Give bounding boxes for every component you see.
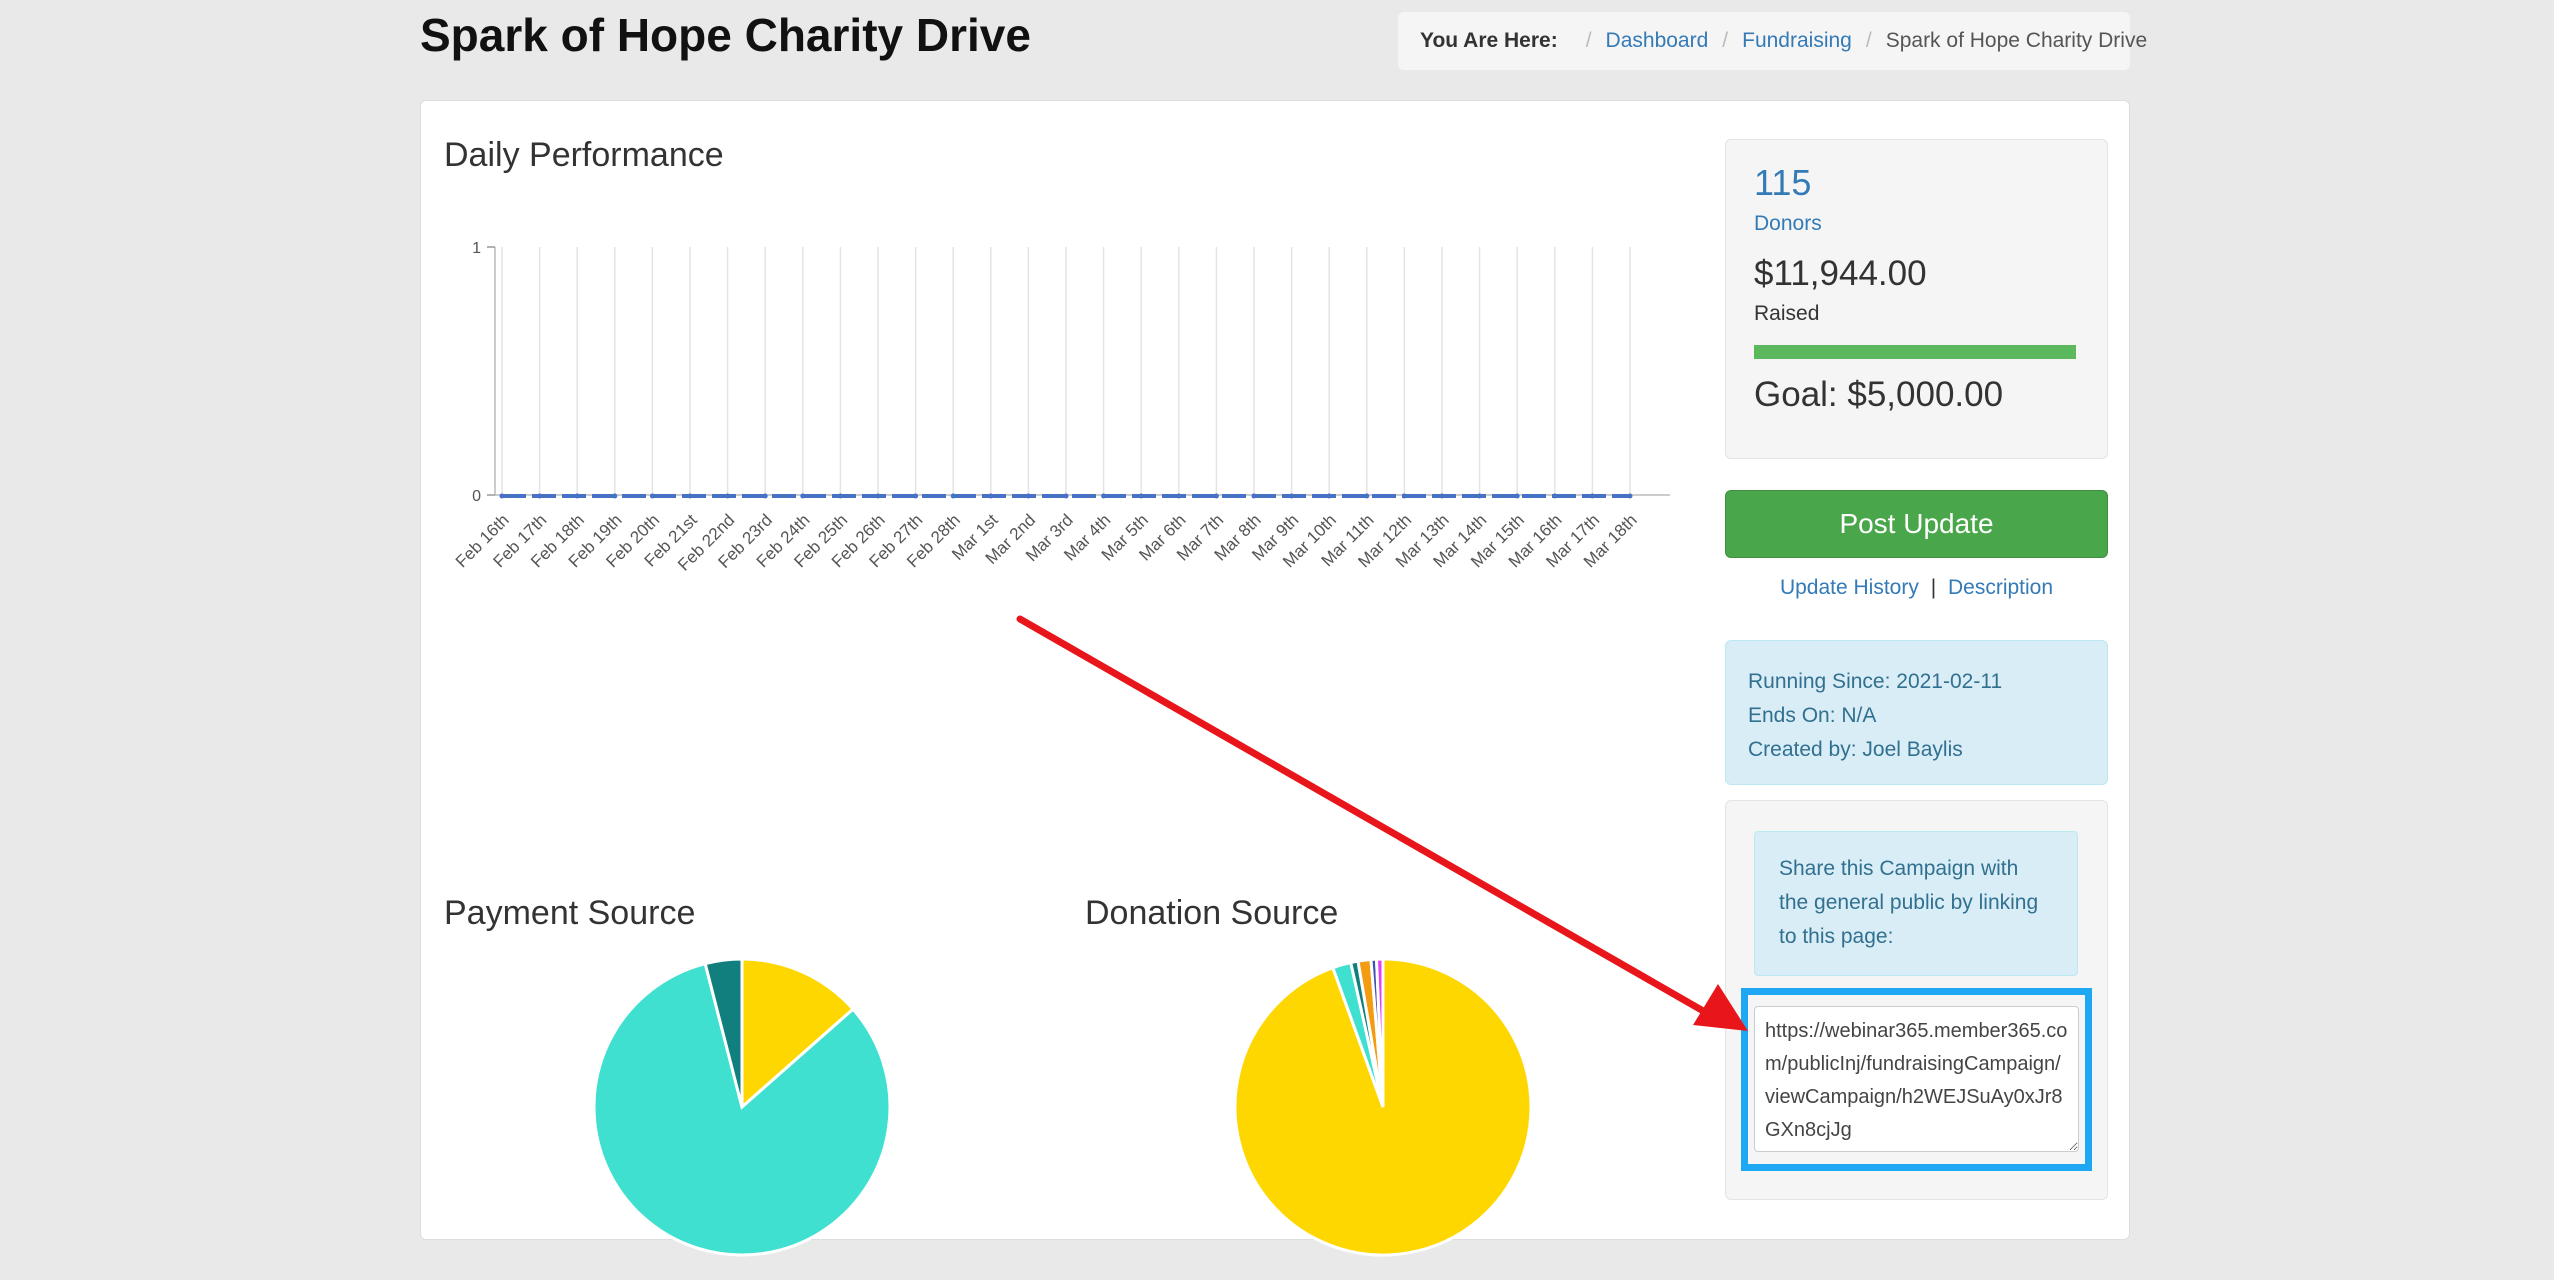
y-tick-label: 0 xyxy=(472,488,481,505)
data-point xyxy=(1401,493,1407,499)
page-title: Spark of Hope Charity Drive xyxy=(420,9,1031,61)
data-point xyxy=(1477,493,1483,499)
highlight-box xyxy=(1741,988,2092,1171)
payment-source-chart xyxy=(592,957,892,1257)
donors-label[interactable]: Donors xyxy=(1754,212,1822,235)
data-point xyxy=(574,493,580,499)
donation-source-chart xyxy=(1233,957,1533,1257)
goal-progress-bar xyxy=(1754,345,2076,359)
created-by: Created by: Joel Baylis xyxy=(1748,738,1963,761)
link-separator: | xyxy=(1930,576,1937,599)
data-point xyxy=(1176,493,1182,499)
data-point xyxy=(1364,493,1370,499)
breadcrumb: You Are Here: / Dashboard / Fundraising … xyxy=(1398,12,2147,70)
data-point xyxy=(649,493,655,499)
data-point xyxy=(800,493,806,499)
update-history-link[interactable]: Update History xyxy=(1779,576,1919,599)
data-point xyxy=(1552,493,1558,499)
data-point xyxy=(499,493,505,499)
breadcrumb-separator: / xyxy=(1722,29,1729,52)
data-point xyxy=(1589,493,1595,499)
campaign-info-box: Running Since: 2021-02-11 Ends On: N/A C… xyxy=(1725,640,2108,785)
payment-source-title: Payment Source xyxy=(444,894,696,932)
data-point xyxy=(837,493,843,499)
goal-amount: Goal: $5,000.00 xyxy=(1754,375,2004,414)
raised-label: Raised xyxy=(1754,302,1820,325)
data-point xyxy=(725,493,731,499)
data-point xyxy=(1627,493,1633,499)
data-point xyxy=(875,493,881,499)
share-message: Share this Campaign with the general pub… xyxy=(1754,831,2078,976)
breadcrumb-dashboard-link[interactable]: Dashboard xyxy=(1605,29,1709,52)
data-point xyxy=(950,493,956,499)
breadcrumb-label: You Are Here: xyxy=(1420,29,1558,52)
campaign-links: Update History | Description xyxy=(1725,576,2108,600)
data-point xyxy=(1439,493,1445,499)
data-point xyxy=(1289,493,1295,499)
ends-on: Ends On: N/A xyxy=(1748,704,1877,727)
data-point xyxy=(1138,493,1144,499)
data-point xyxy=(537,493,543,499)
data-point xyxy=(612,493,618,499)
data-point xyxy=(988,493,994,499)
breadcrumb-separator: / xyxy=(1585,29,1592,52)
pie-slice xyxy=(740,957,856,1111)
data-point xyxy=(1326,493,1332,499)
data-point xyxy=(687,493,693,499)
goal-progress-fill xyxy=(1754,345,2076,359)
campaign-stats-panel: 115 Donors $11,944.00 Raised Goal: $5,00… xyxy=(1725,139,2108,459)
y-tick-label: 1 xyxy=(472,240,481,257)
post-update-button[interactable]: Post Update xyxy=(1725,490,2108,558)
data-point xyxy=(762,493,768,499)
breadcrumb-current: Spark of Hope Charity Drive xyxy=(1885,29,2148,52)
data-point xyxy=(1025,493,1031,499)
data-point xyxy=(1514,493,1520,499)
data-point xyxy=(1251,493,1257,499)
breadcrumb-fundraising-link[interactable]: Fundraising xyxy=(1742,29,1852,52)
donors-count[interactable]: 115 xyxy=(1754,162,1812,203)
running-since: Running Since: 2021-02-11 xyxy=(1748,670,2003,693)
breadcrumb-separator: / xyxy=(1865,29,1872,52)
daily-performance-title: Daily Performance xyxy=(444,136,724,174)
pie-slice xyxy=(703,957,744,1108)
data-point xyxy=(1101,493,1107,499)
donation-source-title: Donation Source xyxy=(1085,894,1339,932)
description-link[interactable]: Description xyxy=(1948,576,2054,599)
data-point xyxy=(1213,493,1219,499)
share-url-field[interactable] xyxy=(1754,1006,2079,1152)
data-point xyxy=(913,493,919,499)
raised-amount: $11,944.00 xyxy=(1754,254,1927,293)
data-point xyxy=(1063,493,1069,499)
